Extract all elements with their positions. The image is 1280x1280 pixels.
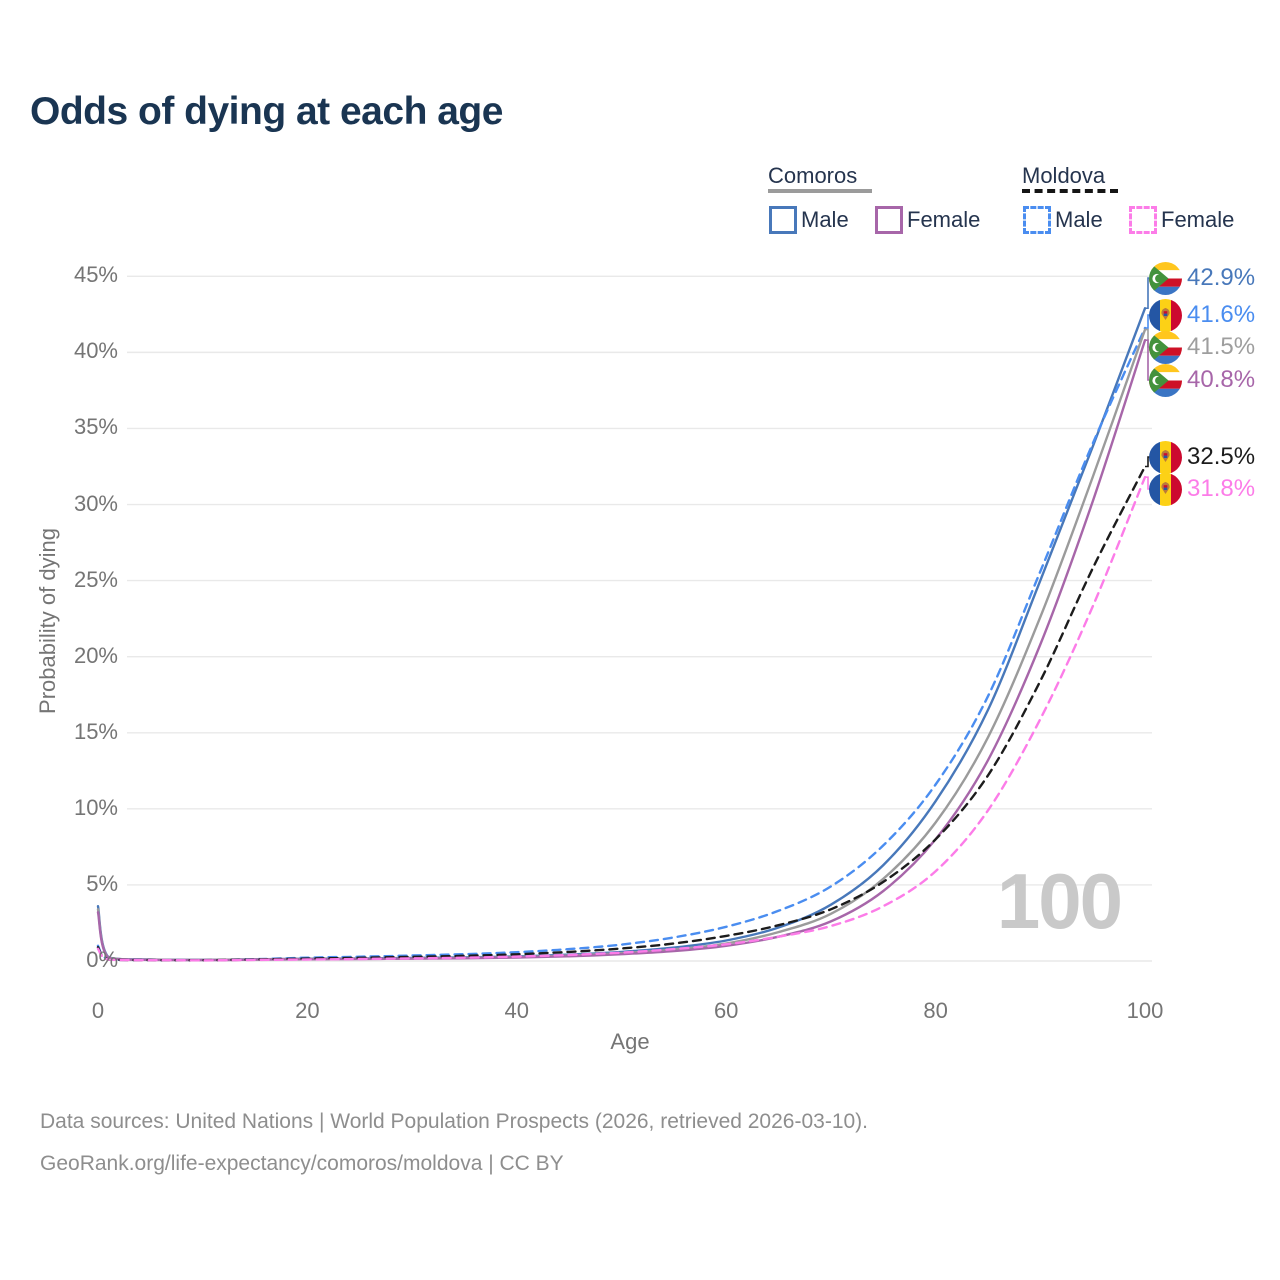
legend-item-comoros-male[interactable]: Male bbox=[801, 207, 849, 232]
y-tick-label-20%: 20% bbox=[73, 642, 118, 668]
y-tick-label-0%: 0% bbox=[86, 947, 118, 972]
footer-data-sources: Data sources: United Nations | World Pop… bbox=[40, 1110, 869, 1133]
end-value-label-32.5%: 32.5% bbox=[1187, 443, 1256, 470]
legend-group-moldova-label: Moldova bbox=[1022, 163, 1106, 188]
y-tick-label-15%: 15% bbox=[73, 718, 118, 744]
moldova-flag-icon bbox=[1149, 472, 1182, 506]
x-axis-title: Age bbox=[610, 1029, 650, 1054]
end-value-label-41.5%: 41.5% bbox=[1187, 333, 1256, 360]
comoros-flag-icon bbox=[1149, 363, 1182, 397]
series-line-comoros-male[interactable] bbox=[96, 307, 1147, 962]
y-axis-title: Probability of dying bbox=[35, 528, 60, 714]
legend-comoros-line-sample bbox=[768, 189, 872, 193]
chart-title: Odds of dying at each age bbox=[30, 90, 503, 133]
moldova-flag-icon bbox=[1149, 440, 1182, 474]
x-tick-label-20: 20 bbox=[295, 998, 320, 1023]
footer-attribution-link: GeoRank.org/life-expectancy/comoros/mold… bbox=[40, 1152, 564, 1175]
legend-swatch-moldova-male[interactable] bbox=[1023, 206, 1051, 234]
legend-swatch-moldova-female[interactable] bbox=[1129, 206, 1157, 234]
y-tick-label-40%: 40% bbox=[73, 338, 118, 364]
end-value-label-31.8%: 31.8% bbox=[1187, 475, 1256, 502]
series-line-moldova-both[interactable] bbox=[96, 465, 1147, 962]
x-tick-label-80: 80 bbox=[923, 998, 948, 1023]
series-line-moldova-male[interactable] bbox=[96, 326, 1147, 962]
series-line-comoros-both[interactable] bbox=[96, 328, 1147, 962]
comoros-flag-icon bbox=[1149, 261, 1182, 295]
comoros-flag-icon bbox=[1149, 330, 1182, 364]
x-tick-label-40: 40 bbox=[504, 998, 530, 1023]
legend-swatch-comoros-male[interactable] bbox=[769, 206, 797, 234]
x-tick-label-60: 60 bbox=[713, 998, 739, 1023]
y-tick-label-30%: 30% bbox=[73, 490, 118, 516]
y-tick-label-45%: 45% bbox=[73, 262, 118, 288]
end-value-label-42.9%: 42.9% bbox=[1187, 264, 1256, 291]
legend-group-comoros-label: Comoros bbox=[768, 163, 858, 188]
x-tick-label-100: 100 bbox=[1126, 998, 1164, 1023]
y-tick-label-25%: 25% bbox=[73, 566, 118, 592]
series-line-moldova-female[interactable] bbox=[96, 475, 1147, 962]
legend-item-moldova-male[interactable]: Male bbox=[1055, 207, 1103, 232]
legend-swatch-comoros-female[interactable] bbox=[875, 206, 903, 234]
y-tick-label-35%: 35% bbox=[73, 414, 118, 440]
legend-item-moldova-female[interactable]: Female bbox=[1161, 207, 1235, 232]
end-value-label-41.6%: 41.6% bbox=[1187, 301, 1256, 328]
watermark-age-100: 100 bbox=[996, 857, 1123, 945]
moldova-flag-icon bbox=[1149, 298, 1182, 332]
legend-item-comoros-female[interactable]: Female bbox=[907, 207, 981, 232]
end-value-label-40.8%: 40.8% bbox=[1187, 366, 1256, 393]
legend-moldova-line-sample bbox=[1022, 189, 1118, 193]
y-tick-label-10%: 10% bbox=[73, 794, 118, 820]
x-tick-label-0: 0 bbox=[91, 998, 105, 1023]
y-tick-label-5%: 5% bbox=[86, 870, 118, 896]
series-line-comoros-female[interactable] bbox=[96, 339, 1147, 962]
